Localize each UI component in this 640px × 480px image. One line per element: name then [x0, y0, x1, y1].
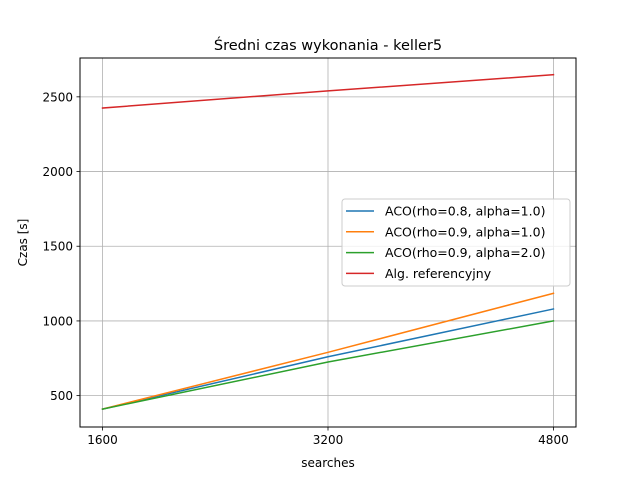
series-lines — [101, 73, 555, 410]
x-tick-label: 4800 — [538, 433, 569, 447]
series-line-3 — [101, 320, 555, 410]
x-axis-label: searches — [301, 456, 355, 470]
y-tick-label: 2000 — [42, 165, 73, 179]
x-tick-label: 1600 — [87, 433, 118, 447]
legend-label: ACO(rho=0.9, alpha=2.0) — [385, 245, 545, 260]
y-tick-label: 1000 — [42, 314, 73, 328]
y-tick-label: 2500 — [42, 90, 73, 104]
y-axis-label: Czas [s] — [16, 219, 30, 267]
y-tick-label: 1500 — [42, 240, 73, 254]
legend-box — [341, 198, 571, 287]
series-line-1 — [101, 308, 555, 410]
series-line-2 — [101, 292, 555, 410]
y-tick-label: 500 — [50, 389, 73, 403]
x-axis-ticks: 1600 3200 4800 — [87, 427, 569, 447]
legend-label: ACO(rho=0.9, alpha=1.0) — [385, 224, 545, 239]
legend-label: ACO(rho=0.8, alpha=1.0) — [385, 204, 545, 219]
x-tick-label: 3200 — [313, 433, 344, 447]
chart-title: Średni czas wykonania - keller5 — [214, 36, 442, 54]
legend: ACO(rho=0.8, alpha=1.0) ACO(rho=0.9, alph… — [341, 198, 571, 287]
series-line-4 — [101, 73, 555, 109]
y-axis-ticks: 500 1000 1500 2000 2500 — [42, 90, 80, 403]
legend-label: Alg. referencyjny — [385, 266, 492, 281]
